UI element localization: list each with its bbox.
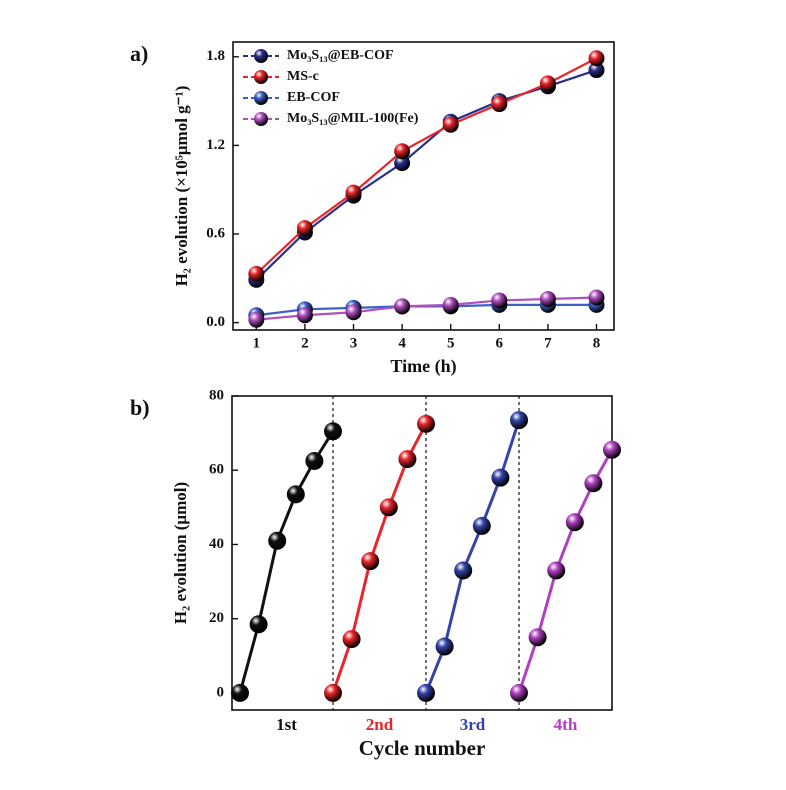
data-point [491,96,508,113]
legend-marker [254,91,268,105]
data-point [491,292,508,309]
x-tick-label: 4 [398,335,406,351]
x-axis-label: Time (h) [390,356,456,377]
data-point [268,531,287,550]
data-point [394,143,411,160]
legend-label: MS-c [287,69,319,84]
data-point [379,498,398,517]
y-tick-label: 0.0 [206,314,225,330]
axes-frame [232,41,615,331]
series-line [255,69,597,281]
data-point [416,683,435,702]
series-line [255,57,598,275]
data-point [394,298,411,315]
data-point [248,311,265,328]
category-label: 2nd [366,715,394,734]
data-point [539,75,556,92]
data-point [509,411,528,430]
data-point [323,683,342,702]
x-tick-label: 7 [544,335,552,351]
y-tick-label: 1.8 [206,48,225,64]
x-tick-label: 8 [593,335,601,351]
data-point [230,683,249,702]
category-label: 4th [554,715,578,734]
category-label: 3rd [460,715,486,734]
legend-label: EB-COF [287,90,340,105]
y-axis-label: H₂ evolution (×10⁵μmol g⁻¹) [172,86,191,287]
panel-label: b) [130,395,150,420]
legend-marker [254,49,268,63]
data-point [345,304,362,321]
data-point [296,220,313,237]
data-point [323,422,342,441]
x-tick-label: 1 [253,335,261,351]
data-point [345,184,362,201]
data-point [296,307,313,324]
x-tick-label: 3 [350,335,358,351]
data-point [342,630,361,649]
data-point [286,485,305,504]
y-tick-label: 0 [217,684,225,700]
data-point [442,116,459,133]
data-point [361,552,380,571]
data-point [588,62,605,79]
data-point [509,683,528,702]
data-point [442,296,459,313]
x-tick-label: 6 [496,335,504,351]
series-line [238,430,335,694]
legend-marker [254,112,268,126]
data-point [435,637,454,656]
data-point [398,450,417,469]
y-tick-label: 80 [209,387,224,403]
data-point [539,290,556,307]
x-tick-label: 5 [447,335,455,351]
data-point [248,265,265,282]
data-point [491,468,510,487]
legend-marker [254,70,268,84]
legend-label: Mo₃S₁₃@MIL-100(Fe) [287,111,419,126]
y-tick-label: 1.2 [206,137,225,153]
y-tick-label: 40 [209,536,224,552]
axes-frame [231,395,613,711]
y-tick-label: 60 [209,462,224,478]
y-axis-label: H₂ evolution (μmol) [171,482,190,624]
data-point [416,414,435,433]
x-axis-label: Cycle number [359,736,486,760]
data-point [454,561,473,580]
category-label: 1st [276,715,297,734]
data-point [584,474,603,493]
series-line [256,296,597,321]
x-tick-label: 2 [301,335,309,351]
data-point [472,516,491,535]
y-tick-label: 20 [209,610,224,626]
legend-label: Mo₃S₁₃@EB-COF [287,48,394,63]
data-point [394,155,411,172]
data-point [305,451,324,470]
data-point [603,440,621,459]
data-point [565,513,584,532]
panel-label: a) [130,41,148,66]
data-point [249,615,268,634]
data-point [547,561,566,580]
y-tick-label: 0.6 [206,225,225,241]
data-point [528,628,547,647]
data-point [588,289,605,306]
data-point [588,50,605,67]
